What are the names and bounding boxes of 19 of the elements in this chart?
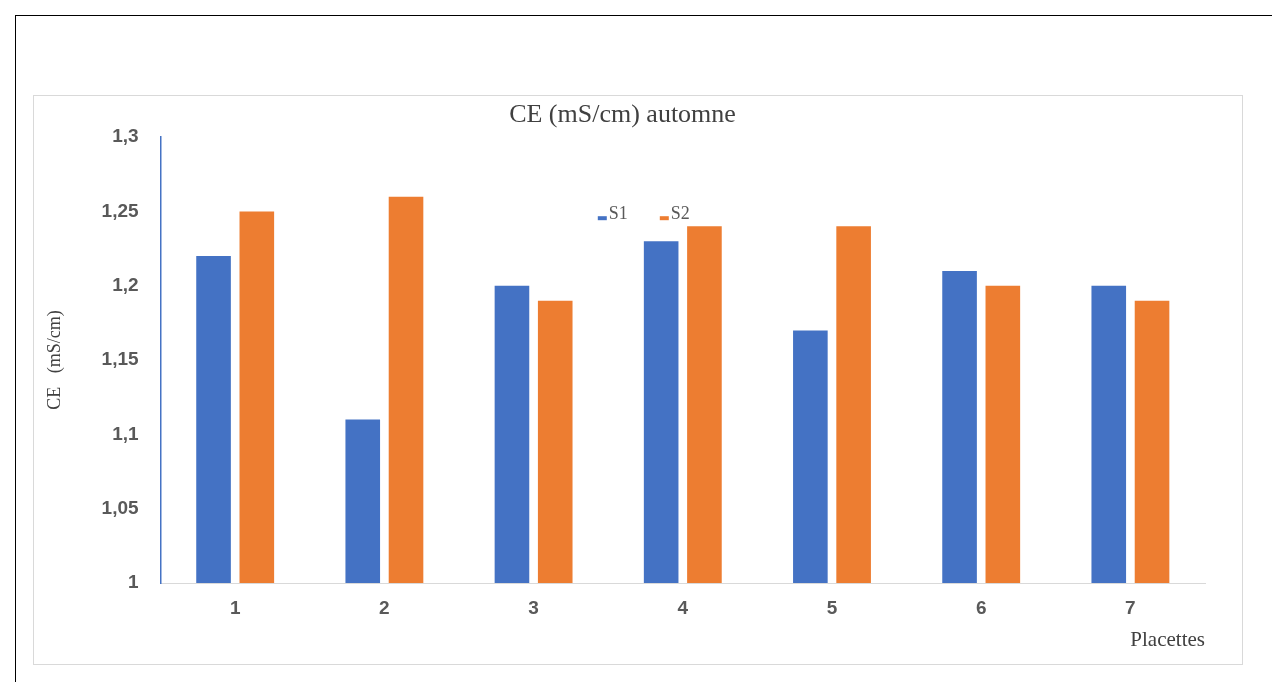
x-tick-label: 7 bbox=[1125, 596, 1136, 618]
x-tick-label: 5 bbox=[826, 596, 838, 618]
legend-label: S1 bbox=[608, 202, 628, 223]
x-tick-label: 6 bbox=[975, 596, 987, 618]
y-tick-label: 1,1 bbox=[112, 422, 139, 444]
x-tick-label: 3 bbox=[528, 596, 539, 618]
y-tick-label: 1,2 bbox=[112, 274, 139, 296]
x-axis-title: Placettes bbox=[1130, 626, 1205, 651]
y-tick-label: 1,05 bbox=[101, 496, 140, 518]
legend-label: S2 bbox=[670, 202, 690, 223]
x-tick-label: 1 bbox=[229, 596, 241, 618]
y-tick-label: 1,15 bbox=[101, 348, 140, 370]
y-axis-title: CE (mS/cm) bbox=[43, 310, 65, 410]
y-tick-label: 1,25 bbox=[101, 199, 140, 221]
x-tick-label: 2 bbox=[379, 596, 390, 618]
x-tick-label: 4 bbox=[677, 596, 689, 618]
chart-title: CE (mS/cm) automne bbox=[509, 99, 736, 129]
y-tick-label: 1,3 bbox=[112, 125, 139, 147]
y-tick-label: 1 bbox=[128, 571, 139, 593]
